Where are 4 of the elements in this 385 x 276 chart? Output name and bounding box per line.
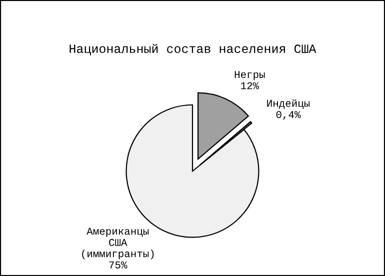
chart-title: Национальный состав населения США <box>70 44 316 56</box>
slice-label: Индейцы 0,4% <box>267 99 310 120</box>
slice-label: Американцы США (иммигранты) 75% <box>82 228 154 268</box>
slice-label: Негры 12% <box>234 71 265 90</box>
